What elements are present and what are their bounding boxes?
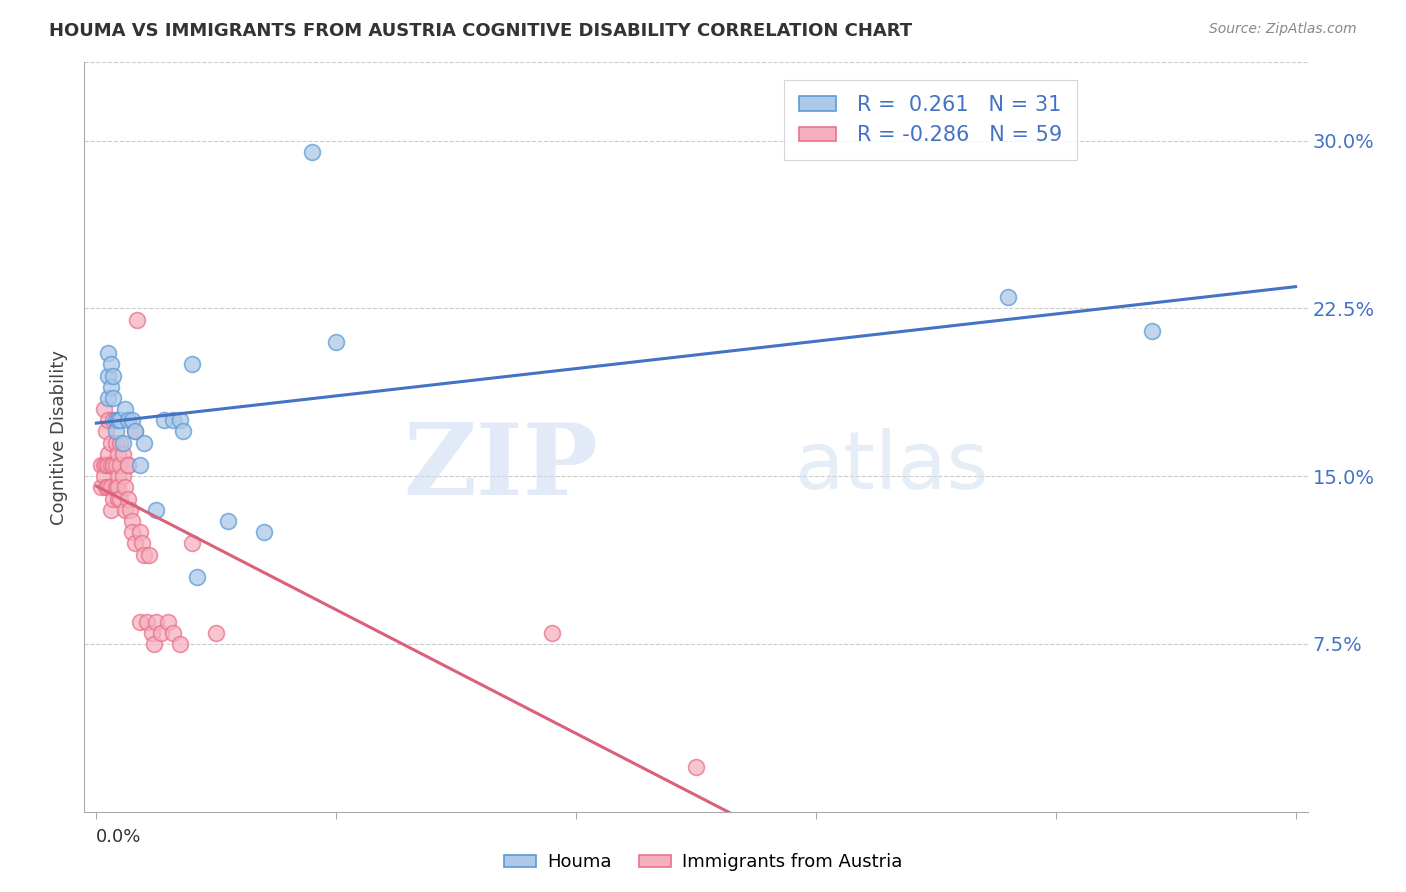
Point — [101, 458, 124, 472]
Y-axis label: Cognitive Disability: Cognitive Disability — [51, 350, 69, 524]
Point — [1140, 324, 1163, 338]
Point — [97, 413, 120, 427]
Text: ZIP: ZIP — [404, 418, 598, 516]
Point — [186, 570, 208, 584]
Point — [97, 447, 120, 461]
Point — [152, 413, 174, 427]
Point — [150, 625, 173, 640]
Point — [94, 458, 117, 472]
Point — [97, 368, 120, 383]
Point — [127, 312, 149, 326]
Point — [100, 480, 122, 494]
Point — [685, 760, 707, 774]
Point — [217, 514, 239, 528]
Point — [117, 458, 139, 472]
Point — [128, 615, 150, 629]
Point — [181, 358, 204, 372]
Point — [111, 469, 134, 483]
Point — [104, 425, 127, 439]
Point — [121, 514, 143, 528]
Point — [128, 458, 150, 472]
Point — [117, 491, 139, 506]
Point — [124, 425, 146, 439]
Point — [162, 413, 184, 427]
Point — [104, 413, 127, 427]
Point — [97, 391, 120, 405]
Point — [142, 637, 165, 651]
Point — [253, 525, 276, 540]
Point — [124, 536, 146, 550]
Point — [100, 380, 122, 394]
Point — [100, 435, 122, 450]
Point — [107, 469, 129, 483]
Point — [118, 502, 141, 516]
Point — [124, 425, 146, 439]
Point — [997, 290, 1019, 304]
Point — [110, 458, 132, 472]
Text: Source: ZipAtlas.com: Source: ZipAtlas.com — [1209, 22, 1357, 37]
Text: HOUMA VS IMMIGRANTS FROM AUSTRIA COGNITIVE DISABILITY CORRELATION CHART: HOUMA VS IMMIGRANTS FROM AUSTRIA COGNITI… — [49, 22, 912, 40]
Legend: Houma, Immigrants from Austria: Houma, Immigrants from Austria — [496, 847, 910, 879]
Point — [90, 458, 112, 472]
Point — [114, 402, 136, 417]
Point — [141, 625, 163, 640]
Point — [107, 480, 129, 494]
Point — [162, 625, 184, 640]
Point — [114, 480, 136, 494]
Point — [145, 502, 167, 516]
Point — [101, 491, 124, 506]
Point — [157, 615, 180, 629]
Point — [121, 413, 143, 427]
Point — [104, 480, 127, 494]
Point — [100, 458, 122, 472]
Point — [100, 358, 122, 372]
Point — [90, 480, 112, 494]
Point — [93, 469, 115, 483]
Point — [107, 413, 129, 427]
Point — [131, 536, 153, 550]
Text: 0.0%: 0.0% — [97, 828, 142, 847]
Point — [205, 625, 228, 640]
Point — [100, 502, 122, 516]
Point — [97, 480, 120, 494]
Point — [97, 346, 120, 360]
Point — [181, 536, 204, 550]
Point — [325, 334, 347, 349]
Point — [145, 615, 167, 629]
Point — [301, 145, 323, 159]
Point — [107, 447, 129, 461]
Point — [111, 435, 134, 450]
Point — [117, 458, 139, 472]
Point — [101, 413, 124, 427]
Text: atlas: atlas — [794, 428, 988, 506]
Point — [101, 391, 124, 405]
Point — [111, 447, 134, 461]
Point — [94, 425, 117, 439]
Point — [93, 402, 115, 417]
Point — [134, 548, 156, 562]
Legend: R =  0.261   N = 31, R = -0.286   N = 59: R = 0.261 N = 31, R = -0.286 N = 59 — [785, 80, 1077, 160]
Point — [541, 625, 564, 640]
Point — [101, 368, 124, 383]
Point — [97, 458, 120, 472]
Point — [110, 413, 132, 427]
Point — [93, 458, 115, 472]
Point — [107, 491, 129, 506]
Point — [135, 615, 157, 629]
Point — [114, 502, 136, 516]
Point — [169, 413, 191, 427]
Point — [128, 525, 150, 540]
Point — [134, 435, 156, 450]
Point — [169, 637, 191, 651]
Point — [94, 480, 117, 494]
Point — [121, 525, 143, 540]
Point — [104, 458, 127, 472]
Point — [172, 425, 194, 439]
Point — [110, 435, 132, 450]
Point — [138, 548, 160, 562]
Point — [117, 413, 139, 427]
Point — [110, 491, 132, 506]
Point — [104, 435, 127, 450]
